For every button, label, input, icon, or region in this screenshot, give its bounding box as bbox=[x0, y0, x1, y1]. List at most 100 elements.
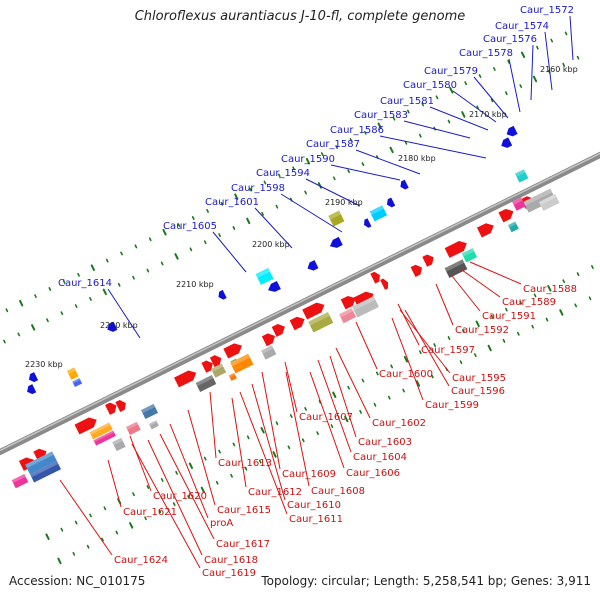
leader-line bbox=[329, 355, 357, 438]
tick-mark bbox=[359, 409, 362, 414]
feature-rect-shine bbox=[328, 210, 341, 220]
tick-mark bbox=[162, 228, 167, 236]
gene-label-lower: Caur_1617 bbox=[216, 539, 270, 550]
gene-label-upper: Caur_1580 bbox=[403, 80, 457, 91]
kbp-axis-label: 2190 kbp bbox=[325, 198, 363, 207]
gene-arrow bbox=[498, 208, 514, 223]
feature-rect bbox=[30, 461, 61, 483]
tick-mark bbox=[160, 478, 164, 482]
tick-mark bbox=[375, 371, 379, 376]
leader-line bbox=[544, 31, 553, 91]
gene-arrow-shape bbox=[444, 240, 467, 258]
gene-arrow-shape bbox=[340, 295, 356, 310]
gene-label-upper: Caur_1581 bbox=[380, 96, 434, 107]
leader-line bbox=[239, 391, 288, 515]
tick-mark bbox=[246, 217, 251, 225]
gene-arrow bbox=[174, 370, 197, 388]
tick-mark bbox=[576, 55, 580, 60]
tick-mark bbox=[507, 59, 511, 64]
tick-mark bbox=[244, 466, 248, 471]
gene-label-upper: Caur_1605 bbox=[163, 221, 217, 232]
feature-block bbox=[444, 259, 468, 279]
tick-mark bbox=[129, 522, 134, 529]
tick-mark bbox=[218, 449, 221, 454]
gene-arrow-shape bbox=[506, 125, 518, 137]
leader-line bbox=[404, 309, 450, 387]
tick-mark bbox=[361, 162, 365, 167]
tick-mark bbox=[363, 130, 367, 135]
tick-mark bbox=[287, 445, 291, 450]
tick-mark bbox=[89, 297, 92, 301]
leader-line bbox=[391, 317, 424, 401]
tick-mark bbox=[349, 138, 353, 142]
feature-rect-shine bbox=[538, 193, 557, 206]
kbp-axis-label: 2230 kbp bbox=[25, 360, 63, 369]
gene-label-lower: Caur_1608 bbox=[311, 486, 365, 497]
tick-mark bbox=[175, 470, 178, 475]
feature-block bbox=[508, 221, 519, 233]
tick-mark bbox=[516, 331, 520, 336]
gene-arrow-shape bbox=[289, 316, 305, 331]
tick-mark bbox=[60, 527, 64, 532]
feature-rect bbox=[444, 259, 468, 279]
feature-rect bbox=[308, 312, 334, 333]
leader-line bbox=[169, 423, 209, 519]
tick-mark bbox=[187, 495, 190, 499]
tick-mark bbox=[232, 226, 236, 230]
feature-rect bbox=[210, 363, 227, 378]
tick-mark bbox=[504, 91, 508, 96]
gene-arrow-shape bbox=[174, 370, 197, 388]
feature-rect-shine bbox=[369, 205, 384, 215]
gene-arrow bbox=[268, 280, 281, 292]
gene-arrow bbox=[209, 355, 222, 368]
tick-mark bbox=[418, 350, 422, 355]
gene-label-lower: Caur_1613 bbox=[218, 458, 272, 469]
tick-mark bbox=[377, 122, 382, 129]
feature-rect-shine bbox=[352, 296, 376, 311]
tick-mark bbox=[292, 166, 295, 171]
feature-rect bbox=[255, 267, 274, 285]
kbp-axis-label: 2200 kbp bbox=[252, 240, 290, 249]
tick-mark bbox=[505, 307, 508, 312]
feature-rect-shine bbox=[523, 188, 553, 206]
tick-mark bbox=[146, 268, 150, 273]
tick-mark bbox=[246, 435, 250, 440]
tick-mark bbox=[3, 339, 6, 344]
leader-line bbox=[284, 361, 298, 413]
tick-mark bbox=[387, 395, 391, 400]
gene-arrow bbox=[74, 417, 97, 435]
gene-label-upper: Caur_1576 bbox=[483, 34, 537, 45]
tick-mark bbox=[574, 303, 578, 308]
gene-label-lower: Caur_1595 bbox=[452, 373, 506, 384]
gene-arrow-shape bbox=[410, 264, 423, 278]
kbp-axis-label: 2210 kbp bbox=[176, 280, 214, 289]
leader-line bbox=[59, 479, 113, 556]
gene-label-lower: Caur_1588 bbox=[523, 284, 577, 295]
feature-rect bbox=[261, 345, 277, 360]
tick-mark bbox=[475, 320, 480, 328]
tick-mark bbox=[249, 187, 252, 192]
tick-mark bbox=[89, 513, 92, 518]
tick-mark bbox=[120, 251, 123, 256]
kbp-axis-label: 2170 kbp bbox=[469, 110, 507, 119]
tick-mark bbox=[490, 314, 494, 319]
tick-mark bbox=[134, 244, 138, 249]
gene-label-lower: Caur_1610 bbox=[287, 500, 341, 511]
feature-rect bbox=[141, 403, 159, 420]
feature-block bbox=[538, 193, 560, 211]
feature-rect bbox=[93, 430, 116, 446]
gene-arrow bbox=[271, 324, 285, 337]
gene-arrow-shape bbox=[364, 218, 372, 228]
feature-block bbox=[512, 197, 526, 211]
feature-rect bbox=[230, 353, 254, 374]
tick-mark bbox=[102, 288, 107, 296]
tick-mark bbox=[332, 391, 337, 399]
tick-mark bbox=[277, 173, 281, 178]
feature-rect-shine bbox=[339, 308, 354, 318]
feature-rect-shine bbox=[195, 375, 214, 387]
feature-rect bbox=[89, 422, 113, 440]
leader-line bbox=[129, 435, 152, 492]
leader-line bbox=[469, 261, 522, 285]
gene-arrow bbox=[476, 223, 494, 238]
gene-label-lower: Caur_1624 bbox=[114, 555, 168, 566]
